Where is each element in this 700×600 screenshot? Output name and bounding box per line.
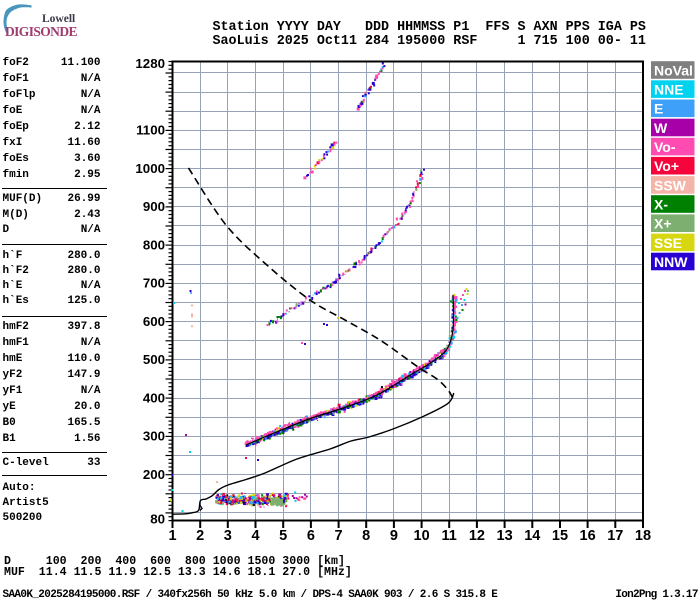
svg-text:8: 8 xyxy=(362,528,370,544)
svg-text:X+: X+ xyxy=(654,216,672,232)
svg-text:5: 5 xyxy=(279,528,287,544)
svg-text:W: W xyxy=(654,120,668,136)
svg-text:4: 4 xyxy=(251,528,259,544)
svg-text:NNE: NNE xyxy=(654,82,684,98)
svg-text:Vo-: Vo- xyxy=(654,139,676,155)
svg-text:15: 15 xyxy=(552,528,568,544)
svg-text:6: 6 xyxy=(307,528,315,544)
svg-text:10: 10 xyxy=(414,528,430,544)
svg-text:SSE: SSE xyxy=(654,235,682,251)
svg-text:400: 400 xyxy=(143,390,165,405)
svg-text:7: 7 xyxy=(335,528,343,544)
svg-text:18: 18 xyxy=(635,528,651,544)
svg-text:700: 700 xyxy=(143,276,165,291)
svg-text:17: 17 xyxy=(607,528,623,544)
svg-text:12: 12 xyxy=(469,528,485,544)
svg-text:13: 13 xyxy=(497,528,513,544)
svg-text:80: 80 xyxy=(150,511,165,526)
svg-text:3: 3 xyxy=(224,528,232,544)
svg-text:16: 16 xyxy=(580,528,596,544)
svg-text:1100: 1100 xyxy=(136,123,165,138)
svg-text:14: 14 xyxy=(524,528,540,544)
svg-text:9: 9 xyxy=(390,528,398,544)
svg-text:1280: 1280 xyxy=(135,56,165,71)
svg-text:NoVal: NoVal xyxy=(654,62,693,78)
svg-text:600: 600 xyxy=(143,314,165,329)
svg-text:11: 11 xyxy=(442,528,457,544)
svg-text:200: 200 xyxy=(143,467,165,482)
svg-text:2: 2 xyxy=(196,528,204,544)
svg-text:800: 800 xyxy=(143,237,165,252)
svg-text:500: 500 xyxy=(143,352,165,367)
svg-text:900: 900 xyxy=(143,199,165,214)
svg-text:Vo+: Vo+ xyxy=(654,158,679,174)
svg-text:300: 300 xyxy=(143,429,165,444)
svg-text:1: 1 xyxy=(168,528,176,544)
svg-text:X-: X- xyxy=(654,196,668,212)
svg-text:E: E xyxy=(654,101,663,117)
svg-text:NNW: NNW xyxy=(654,254,688,270)
svg-text:SSW: SSW xyxy=(654,177,687,193)
svg-text:1000: 1000 xyxy=(135,161,165,176)
